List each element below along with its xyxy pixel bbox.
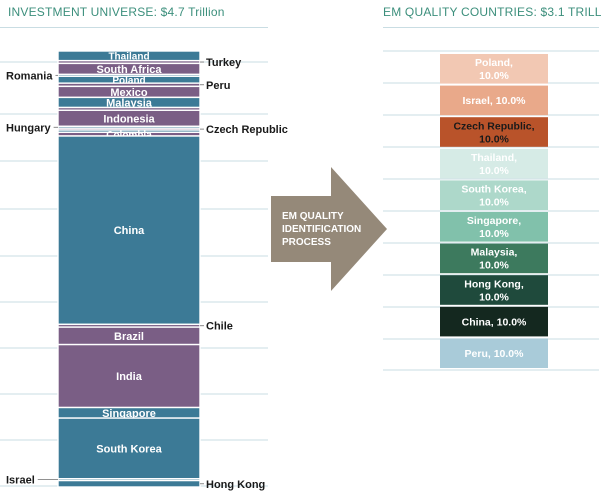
quality-segment-peru-9 [440, 338, 548, 368]
quality-countries-stack: Poland, 10.0% Israel, 10.0% Czech Republic,… [440, 54, 548, 368]
segment-label-south-africa-2: South Africa [97, 64, 163, 76]
quality-label-peru-9: Peru, 10.0% [465, 348, 525, 360]
quality-segment-thailand-3 [440, 148, 548, 179]
segment-label-singapore-18: Singapore [102, 408, 156, 420]
segment-label-india-17: India [116, 371, 143, 383]
outside-label-peru-5: Peru [206, 80, 230, 92]
segment-label-brazil-16: Brazil [114, 331, 144, 343]
segment-label-china-14: China [114, 225, 145, 237]
quality-label-israel-1: Israel, 10.0% [462, 95, 526, 107]
quality-segment-singapore-5 [440, 212, 548, 242]
quality-label-south-korea-4: South Korea, 10.0% [461, 183, 526, 208]
quality-segment-hong-kong-7 [440, 275, 548, 305]
quality-segment-china-8 [440, 306, 548, 337]
segment-label-poland-4: Poland [112, 75, 145, 86]
quality-segment-malaysia-6 [440, 243, 548, 274]
outside-label-czech-republic-11: Czech Republic [206, 124, 288, 136]
segment-south-korea-19 [57, 417, 201, 480]
right-chart-title: EM QUALITY COUNTRIES: $3.1 TRILLION [383, 5, 601, 19]
left-chart-title: INVESTMENT UNIVERSE: $4.7 Trillion [8, 5, 225, 19]
left-title-rule [0, 27, 268, 28]
segment-label-malaysia-7: Malaysia [106, 97, 153, 109]
process-arrow: EM QUALITY IDENTIFICATION PROCESS [271, 167, 387, 291]
quality-label-poland-0: Poland, 10.0% [475, 57, 513, 82]
segment-label-colombia-13: Colombia [106, 130, 152, 141]
quality-label-czech-republic-2: Czech Republic, 10.0% [453, 120, 534, 145]
outside-label-israel-20: Israel [6, 475, 35, 487]
outside-label-romania-3: Romania [6, 70, 53, 82]
outside-label-chile-15: Chile [206, 321, 233, 333]
segment-label-indonesia-9: Indonesia [103, 113, 155, 125]
investment-universe-stack: Thailand South AfricaPolandMexicoMalaysia… [57, 50, 201, 488]
segment-india-17 [57, 343, 201, 409]
arrow-text-line-2: IDENTIFICATION [282, 224, 361, 235]
segment-china-14 [57, 135, 201, 326]
quality-label-thailand-3: Thailand, 10.0% [471, 152, 517, 177]
arrow-shape [271, 167, 387, 291]
outside-label-turkey-1: Turkey [206, 57, 242, 69]
quality-label-china-8: China, 10.0% [462, 316, 527, 328]
arrow-text-line-3: PROCESS [282, 237, 331, 248]
right-title-rule [383, 27, 599, 28]
segment-hong-kong-21 [57, 479, 201, 488]
segment-label-south-korea-19: South Korea [96, 443, 162, 455]
quality-segment-south-korea-4 [440, 180, 548, 210]
quality-segment-poland-0 [440, 54, 548, 84]
quality-segment-czech-republic-2 [440, 117, 548, 147]
segment-label-thailand-0: Thailand [108, 51, 149, 62]
quality-segment-israel-1 [440, 85, 548, 116]
quality-label-malaysia-6: Malaysia, 10.0% [471, 247, 518, 272]
arrow-text-line-1: EM QUALITY [282, 211, 344, 222]
quality-label-hong-kong-7: Hong Kong, 10.0% [464, 278, 524, 303]
outside-label-hungary-10: Hungary [6, 122, 52, 134]
segment-label-mexico-6: Mexico [110, 87, 148, 99]
outside-label-hong-kong-21: Hong Kong [206, 479, 265, 491]
quality-label-singapore-5: Singapore, 10.0% [467, 215, 521, 240]
investment-universe-outside-labels: Turkey Romania Peru Hungary Czech Republic Ch… [6, 57, 288, 491]
